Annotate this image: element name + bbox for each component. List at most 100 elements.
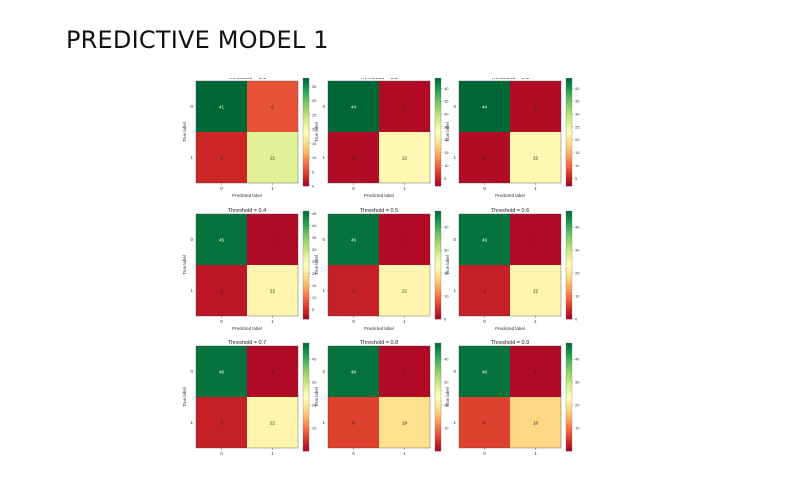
colorbar-segment — [566, 294, 572, 298]
y-tick-label: 0 — [190, 104, 193, 109]
colorbar-segment — [435, 361, 441, 365]
cell-value: 1 — [403, 370, 406, 375]
cell-value: 1 — [271, 370, 274, 375]
colorbar-segment — [303, 407, 309, 411]
colorbar-segment — [435, 172, 441, 176]
colorbar-segment — [303, 308, 309, 312]
cell-value: 3 — [352, 289, 355, 294]
colorbar-segment — [566, 235, 572, 239]
colorbar-segment — [435, 413, 441, 417]
x-tick-label: 1 — [271, 186, 274, 191]
colorbar-segment — [435, 246, 441, 250]
colorbar-segment — [435, 372, 441, 376]
colorbar-segment — [303, 356, 309, 360]
colorbar-segment — [566, 137, 572, 141]
colorbar-segment — [566, 148, 572, 152]
colorbar-segment — [303, 281, 309, 285]
colorbar-tick-label: 5 — [312, 169, 315, 174]
cell-value: 46 — [219, 370, 225, 375]
colorbar-segment — [435, 164, 441, 168]
colorbar-segment — [435, 94, 441, 98]
colorbar-segment — [435, 283, 441, 287]
colorbar-segment — [303, 132, 309, 135]
colorbar-segment — [303, 275, 309, 279]
matrix-cell — [328, 132, 379, 183]
colorbar-segment — [435, 248, 441, 252]
cell-value: 2 — [271, 238, 274, 243]
colorbar-tick-label: 10 — [575, 163, 580, 168]
colorbar-segment — [566, 361, 572, 365]
colorbar-segment — [303, 440, 309, 444]
colorbar-segment — [303, 80, 309, 84]
matrix-cell — [510, 346, 561, 397]
colorbar-segment — [303, 361, 309, 365]
colorbar-segment — [303, 113, 309, 117]
colorbar-segment — [435, 107, 441, 111]
colorbar-tick-label: 25 — [444, 124, 449, 129]
colorbar-segment — [566, 150, 572, 154]
colorbar-tick-label: 10 — [312, 426, 317, 431]
colorbar-segment — [303, 310, 309, 314]
colorbar-segment — [303, 134, 309, 138]
colorbar-segment — [566, 246, 572, 250]
colorbar-segment — [303, 367, 309, 371]
colorbar-segment — [435, 115, 441, 119]
colorbar-segment — [566, 432, 572, 436]
colorbar-tick-label: 15 — [575, 150, 580, 155]
colorbar-segment — [566, 238, 572, 241]
colorbar-tick-label: 20 — [312, 271, 317, 276]
colorbar-segment — [566, 297, 572, 301]
colorbar-tick-label: 20 — [575, 403, 580, 408]
colorbar-segment — [303, 219, 309, 223]
cell-value: 22 — [270, 156, 276, 161]
colorbar-segment — [303, 137, 309, 141]
colorbar-segment — [435, 273, 441, 277]
colorbar-segment — [435, 281, 441, 285]
colorbar-segment — [566, 243, 572, 247]
colorbar-segment — [566, 397, 572, 400]
x-tick-label: 0 — [220, 319, 223, 324]
colorbar-segment — [303, 292, 309, 295]
x-axis-label: Predicted label — [232, 326, 262, 331]
colorbar-segment — [566, 129, 572, 133]
y-axis-label: True label — [314, 122, 319, 142]
colorbar-segment — [435, 394, 441, 398]
colorbar-segment — [303, 424, 309, 427]
colorbar-segment — [566, 359, 572, 363]
colorbar-tick-label: 40 — [575, 86, 580, 91]
y-axis-label: True label — [314, 255, 319, 275]
colorbar-segment — [303, 391, 309, 395]
colorbar-tick-label: 30 — [444, 248, 449, 253]
colorbar-segment — [566, 83, 572, 87]
colorbar-segment — [435, 378, 441, 382]
colorbar-segment — [303, 372, 309, 376]
matrix-title: Threshold = 0.3 — [491, 78, 529, 81]
colorbar-segment — [435, 383, 441, 387]
colorbar-segment — [566, 378, 572, 382]
colorbar-segment — [435, 86, 441, 90]
colorbar-segment — [303, 426, 309, 430]
matrix-cell — [328, 214, 379, 265]
y-tick-label: 0 — [453, 369, 456, 374]
colorbar-segment — [435, 91, 441, 95]
colorbar-segment — [566, 183, 572, 187]
colorbar-tick-label: 30 — [312, 380, 317, 385]
colorbar-segment — [566, 105, 572, 108]
colorbar-segment — [435, 270, 441, 274]
colorbar-segment — [435, 448, 441, 452]
matrix-title: Threshold = 0.4 — [228, 208, 266, 214]
colorbar-segment — [435, 300, 441, 304]
x-tick-label: 1 — [271, 319, 274, 324]
colorbar-tick-label: 30 — [312, 247, 317, 252]
colorbar-segment — [303, 256, 309, 260]
colorbar-tick-label: 10 — [575, 426, 580, 431]
matrix-cell — [196, 397, 247, 448]
cell-value: 1 — [534, 370, 537, 375]
colorbar-segment — [303, 364, 309, 368]
colorbar-segment — [566, 99, 572, 103]
colorbar-segment — [435, 132, 441, 135]
colorbar-segment — [435, 397, 441, 400]
colorbar-segment — [566, 437, 572, 441]
